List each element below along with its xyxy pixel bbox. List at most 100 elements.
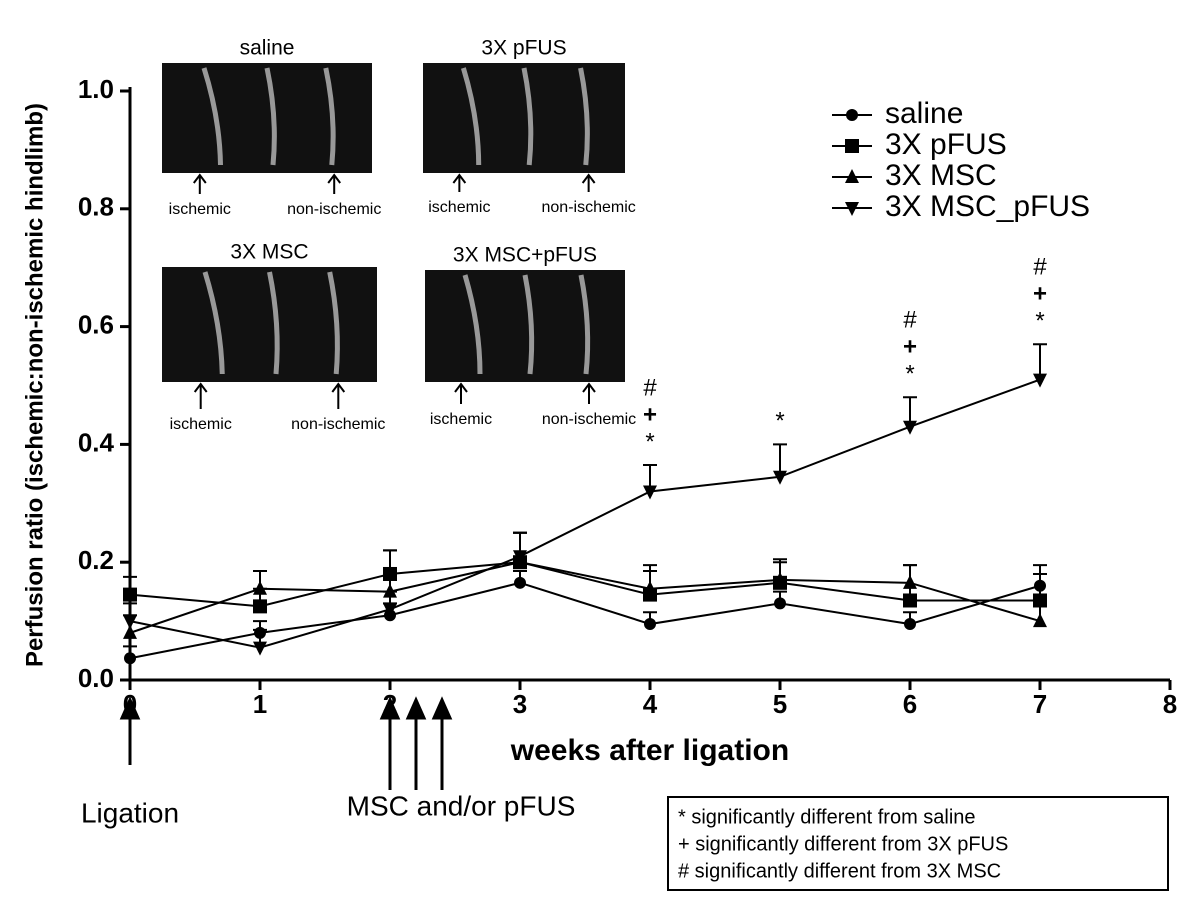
marker — [845, 169, 859, 183]
legend-label: 3X pFUS — [885, 128, 1007, 161]
x-tick-label: 3 — [513, 689, 527, 719]
marker — [1033, 373, 1047, 388]
significance-mark: * — [775, 408, 784, 435]
inset-label: ischemic — [170, 416, 232, 433]
footnote: # significantly different from 3X MSC — [678, 860, 1001, 882]
event-label: Ligation — [81, 797, 179, 828]
inset-vessel — [202, 271, 225, 375]
inset-label: non-ischemic — [542, 411, 636, 428]
marker — [643, 580, 657, 595]
y-tick-label: 1.0 — [78, 74, 114, 104]
y-tick-label: 0.8 — [78, 192, 114, 222]
series-line — [129, 561, 1041, 634]
marker — [123, 615, 137, 630]
y-tick-label: 0.6 — [78, 309, 114, 339]
x-tick-label: 1 — [253, 689, 267, 719]
inset-vessel — [201, 67, 223, 166]
inset-vessel — [522, 274, 535, 375]
footnote: * significantly different from saline — [678, 806, 976, 828]
legend-label: 3X MSC — [885, 159, 997, 192]
significance-mark: + — [903, 334, 917, 361]
marker — [383, 603, 397, 618]
marker — [513, 550, 527, 565]
event-arrow — [431, 696, 453, 790]
marker — [644, 618, 656, 631]
significance-mark: # — [1033, 254, 1047, 281]
significance-mark: # — [903, 307, 917, 334]
inset-vessel — [462, 274, 483, 375]
marker — [903, 420, 917, 435]
inset-arrow — [193, 173, 207, 194]
inset-label: ischemic — [430, 411, 492, 428]
significance-mark: + — [1033, 281, 1047, 308]
event-arrow — [379, 696, 401, 790]
event-label: MSC and/or pFUS — [347, 790, 576, 821]
inset-arrow — [193, 382, 208, 409]
significance-mark: * — [645, 428, 654, 455]
inset-label: ischemic — [169, 201, 231, 218]
inset-title: 3X pFUS — [481, 37, 566, 60]
marker — [643, 485, 657, 500]
marker — [253, 599, 267, 614]
marker — [253, 641, 267, 656]
event-arrow — [405, 696, 427, 790]
legend-label: saline — [885, 97, 963, 130]
inset-arrow — [454, 382, 468, 404]
inset-vessel — [264, 67, 277, 166]
inset-vessel — [327, 271, 340, 375]
marker — [773, 571, 787, 586]
x-axis-label: weeks after ligation — [510, 734, 789, 767]
marker — [903, 593, 917, 608]
inset-vessel — [578, 274, 591, 375]
x-tick-label: 5 — [773, 689, 787, 719]
series-line — [129, 581, 1041, 660]
inset-arrow — [581, 173, 596, 192]
inset-image — [162, 267, 377, 382]
x-tick-label: 7 — [1033, 689, 1047, 719]
series — [123, 570, 1047, 665]
marker — [514, 576, 526, 589]
series — [123, 343, 1047, 656]
marker — [845, 202, 859, 216]
inset-title: saline — [240, 37, 295, 60]
footnote: + significantly different from 3X pFUS — [678, 833, 1008, 855]
marker — [123, 624, 137, 639]
inset-vessel — [521, 67, 534, 166]
inset-vessel — [578, 67, 590, 166]
inset-vessel — [267, 271, 280, 375]
marker — [253, 580, 267, 595]
x-tick-label: 6 — [903, 689, 917, 719]
inset-label: non-ischemic — [287, 201, 381, 218]
significance-mark: * — [905, 361, 914, 388]
inset-image — [162, 63, 372, 173]
event-arrow — [119, 696, 141, 765]
inset-title: 3X MSC+pFUS — [453, 244, 597, 267]
inset-vessel — [461, 67, 482, 166]
footnote-box — [667, 796, 1169, 891]
inset-arrow — [582, 382, 596, 404]
marker — [845, 139, 859, 153]
marker — [846, 109, 858, 121]
significance-mark: + — [643, 401, 657, 428]
inset-arrow — [452, 173, 467, 192]
series-line — [129, 561, 1040, 608]
marker — [903, 574, 917, 589]
series — [123, 531, 1047, 639]
marker — [124, 652, 136, 665]
marker — [773, 470, 787, 485]
marker — [123, 587, 137, 602]
series — [123, 531, 1047, 614]
inset-arrow — [327, 173, 341, 194]
marker — [1033, 613, 1047, 628]
y-tick-label: 0.2 — [78, 545, 114, 575]
y-axis-label: Perfusion ratio (ischemic:non-ischemic h… — [21, 103, 48, 667]
inset-title: 3X MSC — [230, 241, 308, 264]
inset-label: non-ischemic — [291, 416, 385, 433]
inset-vessel — [323, 67, 336, 166]
marker — [904, 618, 916, 631]
series-line — [129, 378, 1041, 649]
inset-label: ischemic — [428, 199, 490, 216]
inset-arrow — [331, 382, 346, 409]
inset-label: non-ischemic — [542, 199, 636, 216]
